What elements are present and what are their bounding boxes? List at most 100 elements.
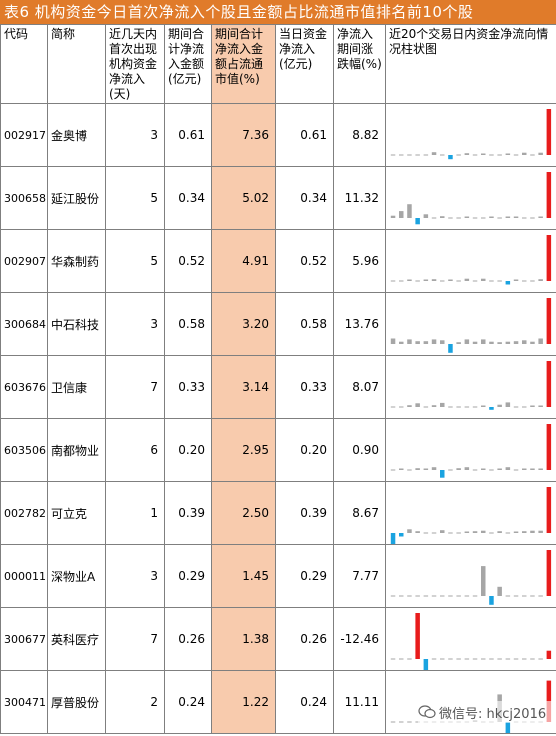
flow-bar xyxy=(399,210,404,218)
flow-bar xyxy=(489,216,494,218)
cell-today-inflow: 0.61 xyxy=(275,103,334,167)
flow-bar xyxy=(464,216,470,218)
flow-bar xyxy=(481,468,486,470)
flow-bar xyxy=(522,595,527,596)
flow-bar xyxy=(390,338,396,344)
cell-today-inflow: 0.52 xyxy=(275,229,334,293)
flow-bar xyxy=(489,658,494,659)
flow-bar xyxy=(538,468,543,470)
flow-bar xyxy=(407,658,412,659)
cell-change: 8.67 xyxy=(333,481,386,545)
flow-bar xyxy=(431,658,437,659)
flow-bar xyxy=(390,154,396,155)
flow-bar xyxy=(431,278,437,281)
cell-code: 300658 xyxy=(0,166,48,230)
cell-period-ratio: 4.91 xyxy=(211,229,276,293)
table-row: 002907 华森制药 5 0.52 4.91 0.52 5.96 xyxy=(0,229,556,293)
flow-bar xyxy=(456,280,461,281)
flow-bar xyxy=(497,530,502,533)
flow-bar xyxy=(448,658,453,659)
flow-bar-chart xyxy=(390,612,552,670)
wechat-watermark: 微信号: hkcj2016 xyxy=(418,701,554,723)
flow-bar xyxy=(530,468,535,470)
flow-bar xyxy=(472,154,478,155)
cell-change: 11.32 xyxy=(333,166,386,230)
flow-bar xyxy=(530,217,535,218)
cell-name: 可立克 xyxy=(47,481,106,545)
header-period-ratio: 期间合计净流入金额占流通市值(%) xyxy=(211,24,276,104)
flow-bar xyxy=(505,466,511,470)
cell-today-inflow: 0.20 xyxy=(275,418,334,482)
cell-period-inflow: 0.20 xyxy=(164,418,212,482)
cell-name: 南都物业 xyxy=(47,418,106,482)
cell-today-inflow: 0.29 xyxy=(275,544,334,608)
flow-bar xyxy=(415,721,420,722)
watermark-text: 微信号: hkcj2016 xyxy=(439,706,547,722)
flow-bar xyxy=(423,658,429,670)
flow-bar xyxy=(399,595,404,596)
cell-days: 3 xyxy=(105,103,165,167)
cell-name: 卫信康 xyxy=(47,355,106,419)
table-row: 002917 金奥博 3 0.61 7.36 0.61 8.82 xyxy=(0,103,556,167)
cell-code: 300684 xyxy=(0,292,48,356)
cell-flow-chart xyxy=(385,229,556,293)
flow-bar xyxy=(497,217,502,218)
flow-bar xyxy=(448,154,453,159)
header-days: 近几天内首次出现机构资金净流入(天) xyxy=(105,24,165,104)
flow-bar xyxy=(505,658,511,659)
flow-bar xyxy=(390,406,396,407)
flow-bar xyxy=(513,279,519,281)
flow-bar xyxy=(456,341,461,344)
flow-bar xyxy=(390,215,396,218)
flow-bar xyxy=(481,217,486,218)
flow-bar xyxy=(505,216,511,218)
cell-period-inflow: 0.24 xyxy=(164,670,212,734)
flow-bar xyxy=(456,595,461,596)
flow-bar-chart xyxy=(390,360,552,410)
cell-flow-chart xyxy=(385,292,556,356)
flow-bar xyxy=(431,466,437,470)
flow-bar xyxy=(546,360,552,407)
flow-bar xyxy=(489,532,494,533)
cell-code: 000011 xyxy=(0,544,48,608)
flow-bar xyxy=(538,658,543,659)
cell-days: 5 xyxy=(105,166,165,230)
flow-bar xyxy=(546,234,552,281)
flow-bar xyxy=(456,217,461,218)
cell-change: -12.46 xyxy=(333,607,386,671)
cell-period-ratio: 1.45 xyxy=(211,544,276,608)
flow-bar xyxy=(489,595,494,605)
cell-days: 2 xyxy=(105,670,165,734)
cell-period-inflow: 0.61 xyxy=(164,103,212,167)
flow-bar xyxy=(489,280,494,281)
flow-bar xyxy=(423,154,429,155)
cell-days: 6 xyxy=(105,418,165,482)
flow-bar xyxy=(399,721,404,722)
flow-bar xyxy=(513,406,519,407)
flow-bar xyxy=(522,339,527,344)
flow-bar xyxy=(464,278,470,281)
cell-flow-chart xyxy=(385,544,556,608)
cell-flow-chart xyxy=(385,418,556,482)
flow-bar xyxy=(431,217,437,218)
flow-bar xyxy=(440,658,445,659)
flow-bar xyxy=(522,658,527,659)
flow-bar xyxy=(464,406,470,407)
flow-bar xyxy=(407,528,412,533)
table-row: 603676 卫信康 7 0.33 3.14 0.33 8.07 xyxy=(0,355,556,419)
table-title: 表6 机构资金今日首次净流入个股且金额占比流通市值排名前10个股 xyxy=(0,0,556,24)
flow-bar xyxy=(513,595,519,596)
flow-bar xyxy=(530,530,535,533)
flow-bar xyxy=(546,423,552,470)
flow-bar xyxy=(513,340,519,344)
cell-period-inflow: 0.58 xyxy=(164,292,212,356)
header-change: 净流入期间涨跌幅(%) xyxy=(333,24,386,104)
flow-bar xyxy=(497,404,502,407)
flow-bar xyxy=(505,341,511,344)
cell-change: 11.11 xyxy=(333,670,386,734)
flow-bar-chart xyxy=(390,171,552,224)
header-code: 代码 xyxy=(0,24,48,104)
cell-period-inflow: 0.34 xyxy=(164,166,212,230)
flow-bar xyxy=(399,341,404,344)
flow-bar xyxy=(489,469,494,470)
